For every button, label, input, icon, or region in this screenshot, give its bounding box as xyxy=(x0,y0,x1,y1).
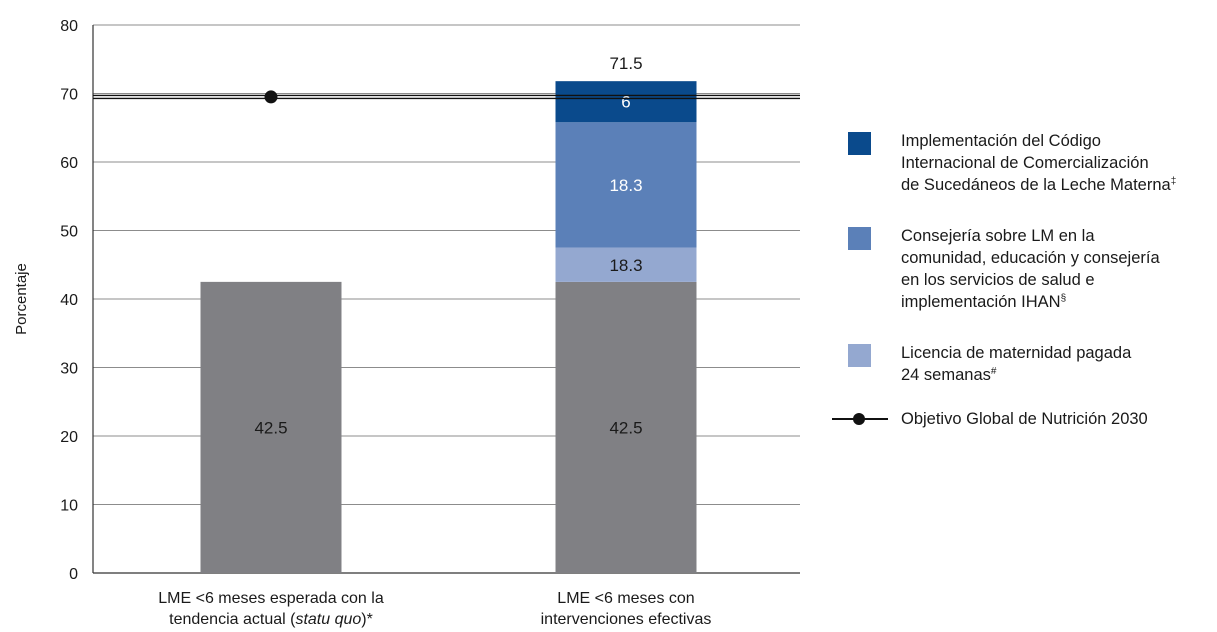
legend-target-dot xyxy=(853,413,865,425)
y-axis-label: Porcentaje xyxy=(13,263,30,335)
label-licencia-1: 18.3 xyxy=(609,256,642,275)
legend-text-licencia: Licencia de maternidad pagada 24 semanas… xyxy=(901,342,1212,386)
legend-text-codigo: Implementación del Código Internacional … xyxy=(901,130,1212,196)
y-tick-40: 40 xyxy=(60,292,78,309)
legend-item-consejeria: Consejería sobre LM en la comunidad, edu… xyxy=(832,225,1212,313)
legend-swatch-licencia xyxy=(848,344,871,367)
x-category-1-line2: intervenciones efectivas xyxy=(541,611,712,628)
label-base-1: 42.5 xyxy=(609,418,642,437)
label-base-0: 42.5 xyxy=(254,418,287,437)
y-tick-80: 80 xyxy=(60,18,78,35)
legend-text-consejeria: Consejería sobre LM en la comunidad, edu… xyxy=(901,225,1212,313)
legend-text-target: Objetivo Global de Nutrición 2030 xyxy=(901,408,1212,430)
legend-swatch-codigo xyxy=(848,132,871,155)
x-category-0-line1: LME <6 meses esperada con la xyxy=(158,590,384,607)
y-tick-0: 0 xyxy=(69,566,78,583)
y-tick-70: 70 xyxy=(60,87,78,104)
y-tick-20: 20 xyxy=(60,429,78,446)
y-tick-50: 50 xyxy=(60,224,78,241)
y-tick-10: 10 xyxy=(60,498,78,515)
legend-swatch-consejeria xyxy=(848,227,871,250)
x-category-0-line2: tendencia actual (statu quo)* xyxy=(169,611,373,628)
target-marker xyxy=(265,90,278,103)
y-tick-60: 60 xyxy=(60,155,78,172)
legend: Implementación del Código Internacional … xyxy=(832,130,1212,430)
total-label-1: 71.5 xyxy=(609,54,642,73)
y-tick-30: 30 xyxy=(60,361,78,378)
label-consejeria-1: 18.3 xyxy=(609,176,642,195)
legend-item-target: Objetivo Global de Nutrición 2030 xyxy=(832,408,1212,430)
bars xyxy=(201,81,697,573)
legend-item-codigo: Implementación del Código Internacional … xyxy=(832,130,1212,196)
x-category-1-line1: LME <6 meses con xyxy=(557,590,694,607)
legend-item-licencia: Licencia de maternidad pagada 24 semanas… xyxy=(832,342,1212,386)
